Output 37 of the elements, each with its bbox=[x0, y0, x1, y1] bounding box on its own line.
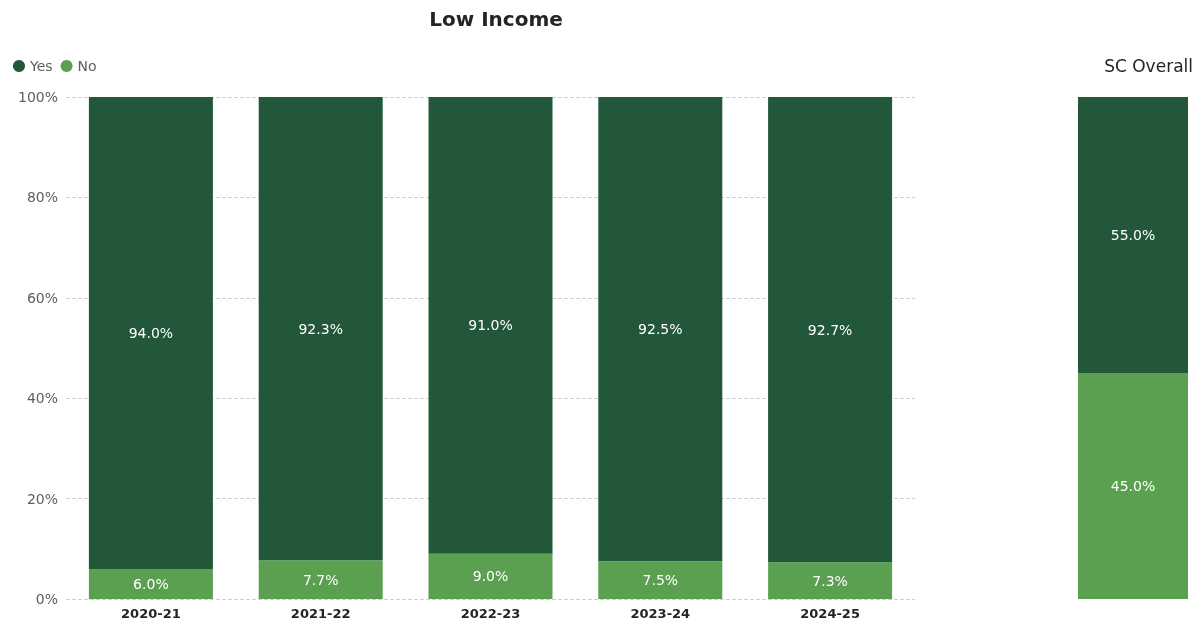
legend-label: No bbox=[77, 58, 97, 74]
chart-title: Low Income bbox=[429, 7, 563, 31]
x-tick-label: 2022-23 bbox=[460, 606, 521, 621]
legend-label: Yes bbox=[29, 58, 53, 74]
data-label: 7.5% bbox=[642, 572, 679, 589]
y-tick-label: 100% bbox=[17, 89, 58, 105]
bar bbox=[258, 97, 383, 561]
y-tick-label: 80% bbox=[26, 189, 58, 206]
y-tick-label: 60% bbox=[26, 289, 58, 306]
data-label: 7.7% bbox=[302, 571, 339, 588]
bar bbox=[768, 97, 893, 563]
data-label: 6.0% bbox=[133, 575, 169, 592]
data-label: 55.0% bbox=[1110, 227, 1156, 244]
bar bbox=[768, 562, 893, 599]
bar bbox=[428, 553, 553, 599]
bar bbox=[258, 560, 383, 599]
data-label: 7.3% bbox=[812, 572, 848, 589]
bar bbox=[88, 568, 213, 599]
x-tick-label: 2024-25 bbox=[800, 606, 860, 621]
y-tick-label: 40% bbox=[26, 390, 58, 407]
data-label: 45.0% bbox=[1110, 478, 1156, 495]
x-tick-label: 2021-22 bbox=[290, 606, 351, 621]
data-label: 92.3% bbox=[298, 320, 343, 337]
data-label: 92.7% bbox=[807, 321, 853, 338]
x-tick-label: 2023-24 bbox=[630, 606, 691, 621]
bar bbox=[88, 97, 213, 569]
data-label: 94.0% bbox=[128, 324, 174, 341]
y-tick-label: 20% bbox=[26, 490, 58, 507]
data-label: 92.5% bbox=[638, 321, 683, 338]
bar bbox=[598, 97, 723, 562]
chart-title: SC Overall bbox=[1104, 55, 1193, 76]
data-label: 91.0% bbox=[468, 317, 513, 334]
bar bbox=[428, 97, 553, 554]
data-label: 9.0% bbox=[472, 568, 509, 585]
y-tick-label: 0% bbox=[35, 591, 58, 607]
bar bbox=[598, 561, 723, 599]
x-tick-label: 2020-21 bbox=[121, 606, 181, 621]
